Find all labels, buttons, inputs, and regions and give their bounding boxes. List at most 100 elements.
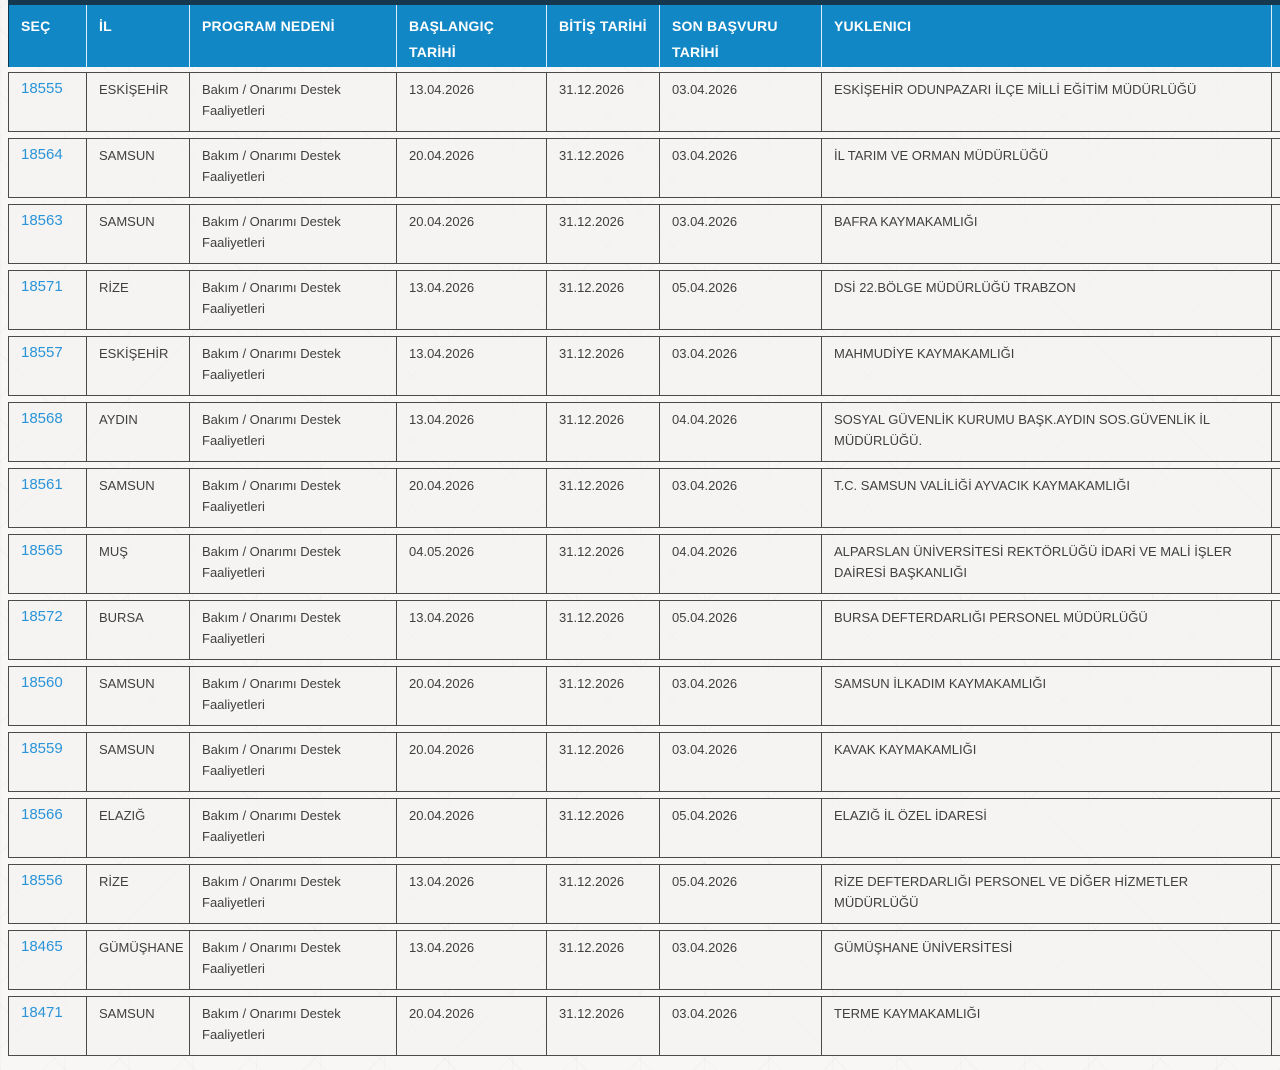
program-nedeni-cell: Bakım / Onarımı Destek Faaliyetleri [189, 667, 396, 725]
table-row: 18564 SAMSUN Bakım / Onarımı Destek Faal… [8, 138, 1280, 198]
program-id-link[interactable]: 18465 [21, 938, 63, 955]
program-id-link[interactable]: 18556 [21, 872, 63, 889]
row-overflow-cell [1271, 469, 1280, 527]
row-overflow-cell [1271, 865, 1280, 923]
baslangic-cell: 13.04.2026 [396, 931, 546, 989]
sec-cell: 18559 [9, 733, 86, 791]
il-cell: SAMSUN [86, 733, 189, 791]
il-cell: ELAZIĞ [86, 799, 189, 857]
program-id-link[interactable]: 18561 [21, 476, 63, 493]
son-basvuru-cell: 03.04.2026 [659, 733, 821, 791]
table-row: 18568 AYDIN Bakım / Onarımı Destek Faali… [8, 402, 1280, 462]
program-id-link[interactable]: 18568 [21, 410, 63, 427]
son-basvuru-cell: 03.04.2026 [659, 469, 821, 527]
program-nedeni-cell: Bakım / Onarımı Destek Faaliyetleri [189, 469, 396, 527]
bitis-cell: 31.12.2026 [546, 997, 659, 1055]
program-id-link[interactable]: 18571 [21, 278, 63, 295]
son-basvuru-cell: 03.04.2026 [659, 931, 821, 989]
program-id-link[interactable]: 18572 [21, 608, 63, 625]
bitis-cell: 31.12.2026 [546, 865, 659, 923]
program-nedeni-cell: Bakım / Onarımı Destek Faaliyetleri [189, 931, 396, 989]
program-id-link[interactable]: 18555 [21, 80, 63, 97]
row-overflow-cell [1271, 271, 1280, 329]
yuklenici-cell: BAFRA KAYMAKAMLIĞI [821, 205, 1271, 263]
table-row: 18561 SAMSUN Bakım / Onarımı Destek Faal… [8, 468, 1280, 528]
yuklenici-cell: ALPARSLAN ÜNİVERSİTESİ REKTÖRLÜĞÜ İDARİ … [821, 535, 1271, 593]
program-id-link[interactable]: 18471 [21, 1004, 63, 1021]
program-nedeni-cell: Bakım / Onarımı Destek Faaliyetleri [189, 535, 396, 593]
baslangic-cell: 20.04.2026 [396, 997, 546, 1055]
sec-cell: 18557 [9, 337, 86, 395]
program-id-link[interactable]: 18565 [21, 542, 63, 559]
bitis-cell: 31.12.2026 [546, 205, 659, 263]
program-id-link[interactable]: 18560 [21, 674, 63, 691]
son-basvuru-cell: 03.04.2026 [659, 73, 821, 131]
sec-cell: 18564 [9, 139, 86, 197]
column-header-program: PROGRAM NEDENİ [189, 5, 396, 67]
row-overflow-cell [1271, 139, 1280, 197]
sec-cell: 18556 [9, 865, 86, 923]
program-nedeni-cell: Bakım / Onarımı Destek Faaliyetleri [189, 601, 396, 659]
il-cell: SAMSUN [86, 667, 189, 725]
sec-cell: 18563 [9, 205, 86, 263]
son-basvuru-cell: 03.04.2026 [659, 337, 821, 395]
table-row: 18565 MUŞ Bakım / Onarımı Destek Faaliye… [8, 534, 1280, 594]
il-cell: MUŞ [86, 535, 189, 593]
table-row: 18465 GÜMÜŞHANE Bakım / Onarımı Destek F… [8, 930, 1280, 990]
table-row: 18559 SAMSUN Bakım / Onarımı Destek Faal… [8, 732, 1280, 792]
row-overflow-cell [1271, 931, 1280, 989]
il-cell: SAMSUN [86, 469, 189, 527]
table-row: 18471 SAMSUN Bakım / Onarımı Destek Faal… [8, 996, 1280, 1056]
yuklenici-cell: T.C. SAMSUN VALİLİĞİ AYVACIK KAYMAKAMLIĞ… [821, 469, 1271, 527]
son-basvuru-cell: 03.04.2026 [659, 139, 821, 197]
son-basvuru-cell: 03.04.2026 [659, 205, 821, 263]
sec-cell: 18566 [9, 799, 86, 857]
bitis-cell: 31.12.2026 [546, 271, 659, 329]
baslangic-cell: 13.04.2026 [396, 865, 546, 923]
program-nedeni-cell: Bakım / Onarımı Destek Faaliyetleri [189, 799, 396, 857]
yuklenici-cell: DSİ 22.BÖLGE MÜDÜRLÜĞÜ TRABZON [821, 271, 1271, 329]
sec-cell: 18572 [9, 601, 86, 659]
son-basvuru-cell: 04.04.2026 [659, 403, 821, 461]
bitis-cell: 31.12.2026 [546, 337, 659, 395]
program-id-link[interactable]: 18557 [21, 344, 63, 361]
column-header-sec: SEÇ [21, 18, 51, 34]
table-row: 18556 RİZE Bakım / Onarımı Destek Faaliy… [8, 864, 1280, 924]
baslangic-cell: 20.04.2026 [396, 469, 546, 527]
baslangic-cell: 04.05.2026 [396, 535, 546, 593]
son-basvuru-cell: 05.04.2026 [659, 601, 821, 659]
yuklenici-cell: RİZE DEFTERDARLIĞI PERSONEL VE DİĞER HİZ… [821, 865, 1271, 923]
baslangic-cell: 13.04.2026 [396, 73, 546, 131]
program-id-link[interactable]: 18566 [21, 806, 63, 823]
yuklenici-cell: SOSYAL GÜVENLİK KURUMU BAŞK.AYDIN SOS.GÜ… [821, 403, 1271, 461]
program-id-link[interactable]: 18564 [21, 146, 63, 163]
column-header-yuklenici: YUKLENICI [821, 5, 1271, 67]
program-nedeni-cell: Bakım / Onarımı Destek Faaliyetleri [189, 337, 396, 395]
table-row: 18563 SAMSUN Bakım / Onarımı Destek Faal… [8, 204, 1280, 264]
son-basvuru-cell: 05.04.2026 [659, 799, 821, 857]
baslangic-cell: 20.04.2026 [396, 205, 546, 263]
program-id-link[interactable]: 18559 [21, 740, 63, 757]
program-nedeni-cell: Bakım / Onarımı Destek Faaliyetleri [189, 997, 396, 1055]
bitis-cell: 31.12.2026 [546, 733, 659, 791]
il-cell: GÜMÜŞHANE [86, 931, 189, 989]
bitis-cell: 31.12.2026 [546, 73, 659, 131]
column-header-son-basvuru: SON BAŞVURU TARİHİ [659, 5, 821, 67]
sec-cell: 18565 [9, 535, 86, 593]
column-header-bitis: BİTİŞ TARİHİ [546, 5, 659, 67]
il-cell: SAMSUN [86, 997, 189, 1055]
program-nedeni-cell: Bakım / Onarımı Destek Faaliyetleri [189, 73, 396, 131]
il-cell: ESKİŞEHİR [86, 337, 189, 395]
sec-cell: 18571 [9, 271, 86, 329]
row-overflow-cell [1271, 799, 1280, 857]
row-overflow-cell [1271, 73, 1280, 131]
bitis-cell: 31.12.2026 [546, 403, 659, 461]
yuklenici-cell: KAVAK KAYMAKAMLIĞI [821, 733, 1271, 791]
row-overflow-cell [1271, 667, 1280, 725]
program-id-link[interactable]: 18563 [21, 212, 63, 229]
program-nedeni-cell: Bakım / Onarımı Destek Faaliyetleri [189, 733, 396, 791]
baslangic-cell: 20.04.2026 [396, 799, 546, 857]
program-nedeni-cell: Bakım / Onarımı Destek Faaliyetleri [189, 271, 396, 329]
baslangic-cell: 20.04.2026 [396, 139, 546, 197]
